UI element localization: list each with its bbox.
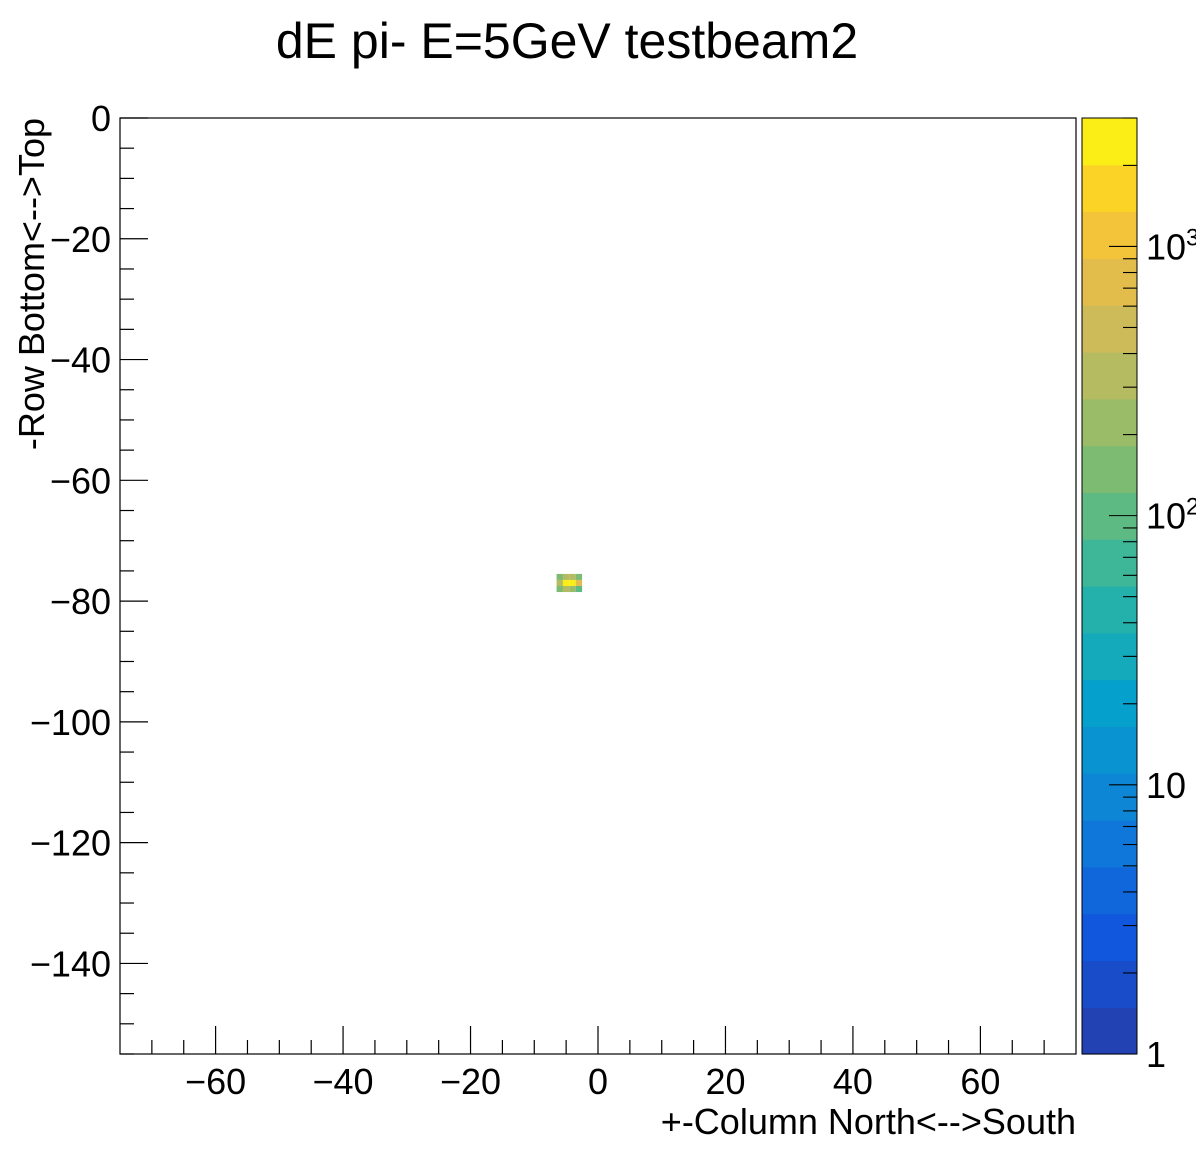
x-tick-label-6: 60 [960,1061,1000,1102]
heatmap-cell-11 [575,573,583,580]
color-tick-label-0: 1 [1146,1034,1166,1075]
color-band-10 [1082,539,1137,587]
plot-area [119,117,1077,1055]
color-tick-label-3: 103 [1146,224,1196,267]
x-axis-ticks: −60 −40 −20 0 20 40 60 [151,1026,1045,1102]
x-tick-label-0: −60 [185,1061,246,1102]
color-tick-label-2: 102 [1146,494,1196,537]
color-band-2 [1082,913,1137,961]
x-tick-label-5: 40 [833,1061,873,1102]
heatmap-cell-6 [569,579,576,586]
heatmap-cell-0 [556,586,563,593]
color-band-16 [1082,258,1137,306]
color-band-0 [1082,1007,1137,1055]
heatmap-cells [556,573,583,593]
heatmap-cell-7 [575,579,583,586]
chart-title: dE pi- E=5GeV testbeam2 [276,13,858,69]
color-band-12 [1082,445,1137,493]
y-tick-label-6: −120 [30,823,111,864]
y-tick-label-5: −100 [30,702,111,743]
color-band-15 [1082,305,1137,353]
x-tick-label-1: −40 [313,1061,374,1102]
y-tick-label-1: −20 [50,219,111,260]
color-band-14 [1082,352,1137,400]
color-band-9 [1082,586,1137,634]
heatmap-cell-10 [569,573,576,580]
color-band-18 [1082,164,1137,213]
color-band-4 [1082,820,1137,868]
color-band-6 [1082,726,1137,774]
color-band-3 [1082,866,1137,915]
heatmap-cell-1 [562,586,570,593]
x-tick-label-4: 20 [705,1061,745,1102]
y-tick-label-3: −60 [50,460,111,501]
y-tick-label-4: −80 [50,581,111,622]
y-axis-ticks: 0 −20 −40 −60 −80 −100 −120 −140 [30,98,148,1055]
heatmap-cell-4 [556,579,563,586]
y-tick-label-0: 0 [91,98,111,139]
heatmap-cell-2 [569,586,576,593]
y-axis-title: -Row Bottom<-->Top [11,118,52,450]
x-axis-title: +-Column North<-->South [661,1101,1076,1142]
y-tick-label-7: −140 [30,943,111,984]
x-tick-label-3: 0 [588,1061,608,1102]
color-band-17 [1082,211,1137,259]
color-scale-ticks: 1 10 102 103 [1109,117,1196,1075]
color-band-19 [1082,118,1137,166]
heatmap-cell-8 [556,573,563,580]
color-band-13 [1082,398,1137,447]
y-tick-label-2: −40 [50,340,111,381]
heatmap-cell-5 [562,579,570,586]
color-tick-label-1: 10 [1146,765,1186,806]
x-tick-label-2: −20 [440,1061,501,1102]
heatmap-cell-9 [562,573,570,580]
heatmap-cell-3 [575,586,583,593]
color-band-1 [1082,960,1137,1008]
